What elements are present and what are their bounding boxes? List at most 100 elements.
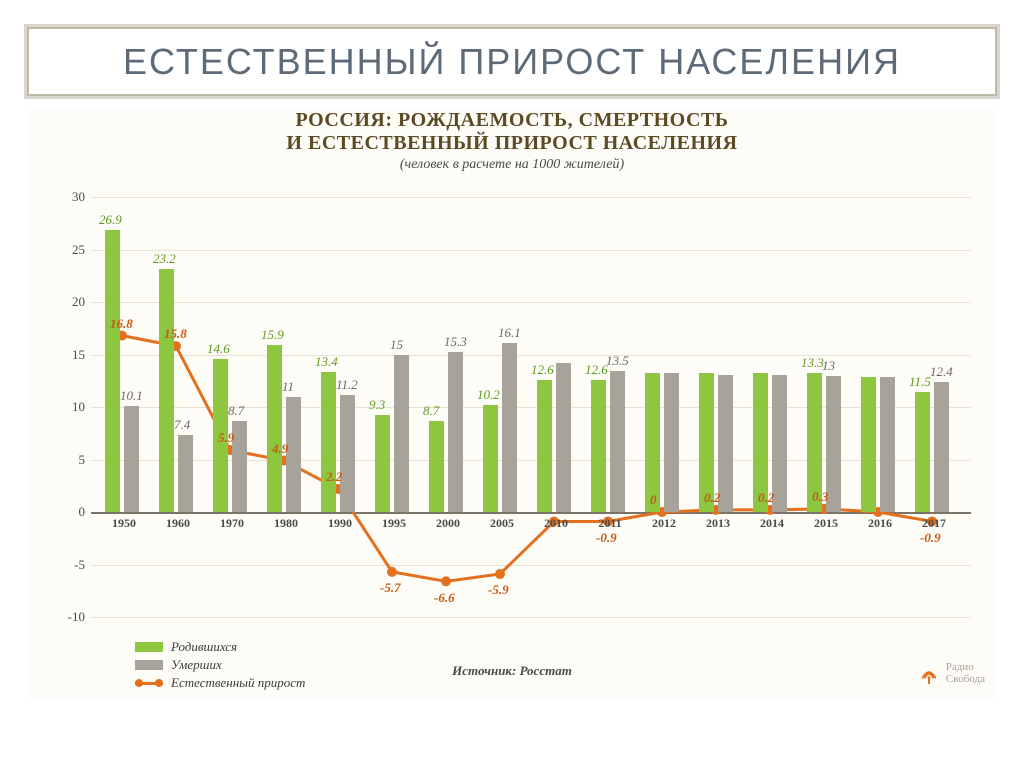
bar-deaths [880, 377, 895, 512]
data-label-births: 14.6 [207, 341, 230, 357]
x-tick-label: 2016 [853, 516, 907, 531]
legend-label-natural: Естественный прирост [171, 675, 305, 691]
y-tick-label: -10 [55, 609, 85, 625]
bar-births [591, 380, 606, 512]
bar-deaths [124, 406, 139, 512]
page-title: ЕСТЕСТВЕННЫЙ ПРИРОСТ НАСЕЛЕНИЯ [37, 41, 987, 82]
bar-deaths [718, 375, 733, 513]
x-tick-label: 1995 [367, 516, 421, 531]
data-label-births: 9.3 [369, 397, 385, 413]
y-tick-label: 5 [55, 452, 85, 468]
x-tick-label: 1970 [205, 516, 259, 531]
bar-deaths [448, 352, 463, 513]
legend-label-births: Родившихся [171, 639, 237, 655]
data-label-births: 23.2 [153, 251, 176, 267]
bar-births [861, 377, 876, 512]
bar-deaths [178, 435, 193, 513]
chart-container: РОССИЯ: РОЖДАЕМОСТЬ, СМЕРТНОСТЬ И ЕСТЕСТ… [27, 109, 997, 699]
data-label-natural: -6.6 [434, 590, 455, 606]
data-label-births: 12.6 [531, 362, 554, 378]
logo: Радио Свобода [918, 662, 985, 685]
data-label-deaths: 12.4 [930, 364, 953, 380]
data-label-births: 11.5 [909, 374, 931, 390]
data-label-births: 10.2 [477, 387, 500, 403]
bar-births [321, 372, 336, 513]
chart-title-line2: И ЕСТЕСТВЕННЫЙ ПРИРОСТ НАСЕЛЕНИЯ [27, 132, 997, 155]
x-tick-label: 2012 [637, 516, 691, 531]
x-tick-label: 1990 [313, 516, 367, 531]
bar-deaths [826, 376, 841, 513]
x-tick-label: 2014 [745, 516, 799, 531]
bar-deaths [610, 371, 625, 513]
bar-births [915, 392, 930, 513]
slide-frame: ЕСТЕСТВЕННЫЙ ПРИРОСТ НАСЕЛЕНИЯ РОССИЯ: Р… [0, 0, 1024, 767]
bar-deaths [394, 355, 409, 513]
gridline [91, 617, 971, 618]
data-label-births: 13.4 [315, 354, 338, 370]
data-label-births: 26.9 [99, 212, 122, 228]
data-label-natural: 15.8 [164, 326, 187, 342]
legend: Родившихся Умерших Естественный прирост [135, 637, 305, 691]
data-label-deaths: 15 [390, 337, 403, 353]
data-label-births: 12.6 [585, 362, 608, 378]
y-tick-label: -5 [55, 557, 85, 573]
natural-marker [495, 569, 505, 579]
x-tick-label: 1960 [151, 516, 205, 531]
legend-label-deaths: Умерших [171, 657, 222, 673]
bar-deaths [232, 421, 247, 512]
bar-births [537, 380, 552, 512]
logo-text: Радио Свобода [946, 662, 985, 685]
bar-deaths [340, 395, 355, 513]
bar-births [483, 405, 498, 512]
legend-item-deaths: Умерших [135, 657, 305, 673]
y-tick-label: 15 [55, 347, 85, 363]
chart-title-line1: РОССИЯ: РОЖДАЕМОСТЬ, СМЕРТНОСТЬ [27, 109, 997, 132]
y-tick-label: 30 [55, 189, 85, 205]
chart-subtitle: (человек в расчете на 1000 жителей) [27, 157, 997, 173]
bar-deaths [502, 343, 517, 512]
data-label-natural: -0.9 [920, 530, 941, 546]
data-label-natural: 0.2 [704, 490, 720, 506]
logo-icon [918, 663, 940, 685]
data-label-natural: 16.8 [110, 316, 133, 332]
data-label-natural: -0.9 [596, 530, 617, 546]
data-label-deaths: 7.4 [174, 417, 190, 433]
x-tick-label: 2010 [529, 516, 583, 531]
data-label-natural: 4.9 [272, 441, 288, 457]
source-text: Источник: Росстат [452, 663, 572, 679]
x-tick-label: 1950 [97, 516, 151, 531]
chart-title-block: РОССИЯ: РОЖДАЕМОСТЬ, СМЕРТНОСТЬ И ЕСТЕСТ… [27, 109, 997, 173]
data-label-deaths: 11.2 [336, 377, 358, 393]
legend-swatch-births [135, 642, 163, 652]
data-label-natural: -5.9 [488, 582, 509, 598]
legend-swatch-natural [135, 682, 163, 685]
x-tick-label: 2005 [475, 516, 529, 531]
data-label-deaths: 8.7 [228, 403, 244, 419]
bar-births [429, 421, 444, 512]
data-label-births: 15.9 [261, 327, 284, 343]
bar-births [159, 269, 174, 513]
y-tick-label: 20 [55, 294, 85, 310]
bar-deaths [556, 363, 571, 512]
data-label-natural: -5.7 [380, 580, 401, 596]
data-label-deaths: 13 [822, 358, 835, 374]
legend-item-births: Родившихся [135, 639, 305, 655]
data-label-natural: 2.2 [326, 469, 342, 485]
y-tick-label: 25 [55, 242, 85, 258]
bar-deaths [286, 397, 301, 513]
bar-births [105, 230, 120, 512]
x-tick-label: 1980 [259, 516, 313, 531]
legend-item-natural: Естественный прирост [135, 675, 305, 691]
data-label-natural: 5.9 [218, 430, 234, 446]
data-label-deaths: 15.3 [444, 334, 467, 350]
x-tick-label: 2015 [799, 516, 853, 531]
data-label-natural: 0 [650, 492, 657, 508]
title-box: ЕСТЕСТВЕННЫЙ ПРИРОСТ НАСЕЛЕНИЯ [24, 24, 1000, 99]
bar-births [267, 345, 282, 512]
data-label-deaths: 10.1 [120, 388, 143, 404]
bar-deaths [772, 375, 787, 513]
bar-deaths [664, 373, 679, 513]
y-tick-label: 10 [55, 399, 85, 415]
y-tick-label: 0 [55, 504, 85, 520]
bar-births [375, 415, 390, 513]
